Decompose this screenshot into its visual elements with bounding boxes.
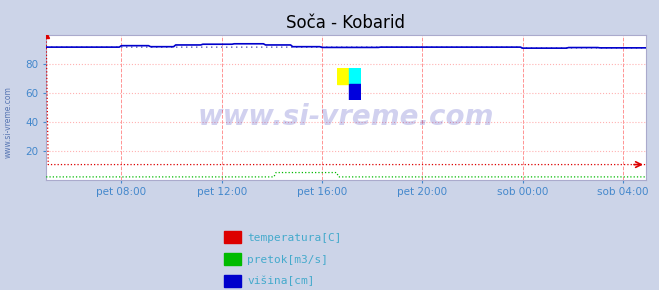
Text: www.si-vreme.com: www.si-vreme.com	[4, 86, 13, 158]
Text: temperatura[C]: temperatura[C]	[247, 233, 341, 243]
Text: višina[cm]: višina[cm]	[247, 276, 314, 287]
Title: Soča - Kobarid: Soča - Kobarid	[287, 14, 405, 32]
Text: www.si-vreme.com: www.si-vreme.com	[198, 104, 494, 131]
Text: pretok[m3/s]: pretok[m3/s]	[247, 255, 328, 264]
